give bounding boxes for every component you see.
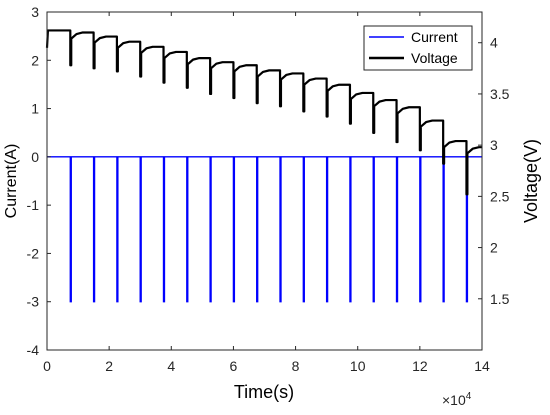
y-axis-left: -4 -3 -2 -1 0 1 2 3 xyxy=(27,4,51,358)
y-left-tick-label: -1 xyxy=(27,197,40,213)
x-tick-label: 14 xyxy=(474,358,490,374)
x-exponent-label: ×104 xyxy=(442,391,472,408)
y-left-tick-label: 0 xyxy=(31,149,39,165)
legend-box xyxy=(363,25,473,71)
plot-frame xyxy=(46,11,483,351)
x-tick-label: 4 xyxy=(167,358,175,374)
y-right-tick-label: 3 xyxy=(490,137,498,153)
y-left-tick-label: 2 xyxy=(31,52,39,68)
x-tick-label: 6 xyxy=(230,358,238,374)
y-right-axis-title: Voltage(V) xyxy=(521,139,541,223)
y-right-tick-label: 3.5 xyxy=(490,86,510,102)
y-left-tick-label: 1 xyxy=(31,101,39,117)
legend-label-current: Current xyxy=(411,29,458,45)
y-left-tick-label: 3 xyxy=(31,4,39,20)
x-tick-label: 12 xyxy=(412,358,428,374)
x-exponent-base: ×10 xyxy=(442,392,466,408)
y-left-axis-title: Current(A) xyxy=(3,144,20,219)
x-tick-label: 0 xyxy=(43,358,51,374)
y-right-tick-label: 1.5 xyxy=(490,291,510,307)
y-left-tick-label: -3 xyxy=(27,294,40,310)
legend-label-voltage: Voltage xyxy=(411,50,458,66)
current-series-line xyxy=(47,156,482,303)
series-layer xyxy=(45,29,482,303)
x-axis: 0 2 4 6 8 10 12 14 xyxy=(43,12,490,374)
y-left-tick-label: -2 xyxy=(27,245,40,261)
x-exponent-power: 4 xyxy=(466,391,472,402)
voltage-series-line xyxy=(45,29,482,196)
y-right-tick-label: 4 xyxy=(490,35,498,51)
x-tick-label: 10 xyxy=(350,358,366,374)
x-tick-label: 8 xyxy=(292,358,300,374)
x-axis-title: Time(s) xyxy=(234,382,294,402)
y-axis-right: 1.5 2 2.5 3 3.5 4 xyxy=(478,35,510,307)
y-left-tick-label: -4 xyxy=(27,342,40,358)
legend: Current Voltage xyxy=(363,25,473,71)
y-right-tick-label: 2.5 xyxy=(490,188,510,204)
y-right-tick-label: 2 xyxy=(490,240,498,256)
x-tick-label: 2 xyxy=(105,358,113,374)
